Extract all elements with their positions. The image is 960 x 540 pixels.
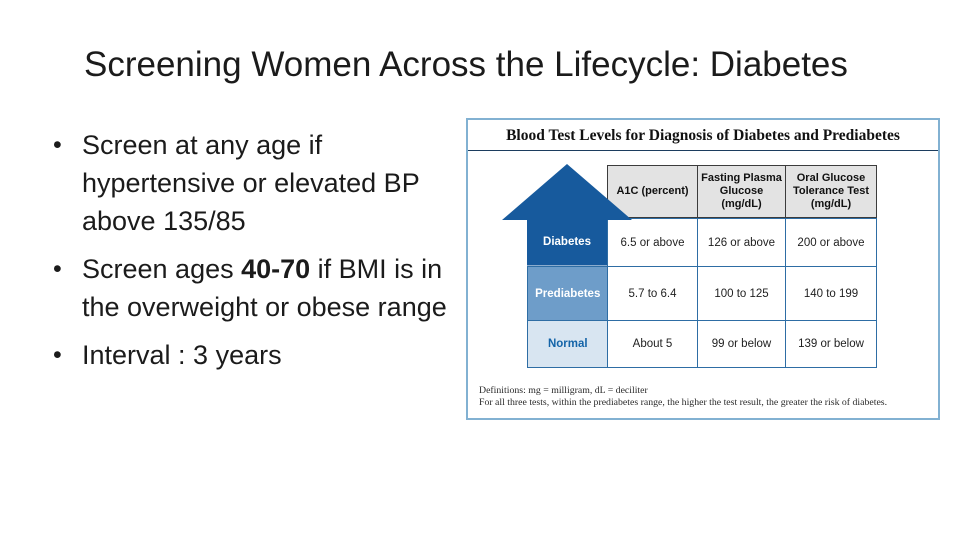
figure-heading: Blood Test Levels for Diagnosis of Diabe… <box>506 127 900 144</box>
row-label-prediabetes: Prediabetes <box>527 265 609 322</box>
cell-prediabetes-fpg: 100 to 125 <box>696 265 787 322</box>
column-header-a1c: A1C (percent) <box>607 165 698 218</box>
column-header-oral-glucose-tolerance: Oral Glucose Tolerance Test (mg/dL) <box>785 165 877 218</box>
bullet-text: Screen at any age if hypertensive or ele… <box>82 130 420 236</box>
bullet-text-pre: Screen ages <box>82 254 242 284</box>
cell-diabetes-ogtt: 200 or above <box>785 218 877 267</box>
bullet-list: • Screen at any age if hypertensive or e… <box>53 126 468 384</box>
slide-title: Screening Women Across the Lifecycle: Di… <box>84 45 848 84</box>
cell-normal-ogtt: 139 or below <box>785 320 877 368</box>
bullet-item-screen-ages: • Screen ages 40-70 if BMI is in the ove… <box>53 250 468 326</box>
definitions-note: Definitions: mg = milligram, dL = decili… <box>479 385 935 408</box>
bullet-item-screen-any-age: • Screen at any age if hypertensive or e… <box>53 126 468 240</box>
definitions-line-2: For all three tests, within the prediabe… <box>479 396 888 408</box>
bullet-item-interval: • Interval : 3 years <box>53 336 468 374</box>
bullet-icon: • <box>53 341 62 369</box>
column-header-fasting-plasma-glucose: Fasting Plasma Glucose (mg/dL) <box>696 165 787 218</box>
bullet-text-bold-range: 40-70 <box>241 254 311 284</box>
bullet-text: Screen ages 40-70 if BMI is in the overw… <box>82 250 468 326</box>
bullet-icon: • <box>53 131 62 159</box>
row-label-normal: Normal <box>527 320 609 368</box>
cell-prediabetes-ogtt: 140 to 199 <box>785 265 877 322</box>
cell-diabetes-a1c: 6.5 or above <box>607 218 698 267</box>
cell-diabetes-fpg: 126 or above <box>696 218 787 267</box>
definitions-line-1: Definitions: mg = milligram, dL = decili… <box>479 385 648 396</box>
cell-normal-fpg: 99 or below <box>696 320 787 368</box>
figure-heading-rule <box>468 150 938 151</box>
cell-prediabetes-a1c: 5.7 to 6.4 <box>607 265 698 322</box>
row-label-diabetes: Diabetes <box>543 235 591 248</box>
bullet-icon: • <box>53 255 62 283</box>
blood-test-table-figure: Blood Test Levels for Diagnosis of Diabe… <box>466 118 940 420</box>
bullet-text: Interval : 3 years <box>82 340 282 370</box>
bullet-text-post: if BMI is in the overweight or obese ran… <box>82 254 447 322</box>
cell-normal-a1c: About 5 <box>607 320 698 368</box>
